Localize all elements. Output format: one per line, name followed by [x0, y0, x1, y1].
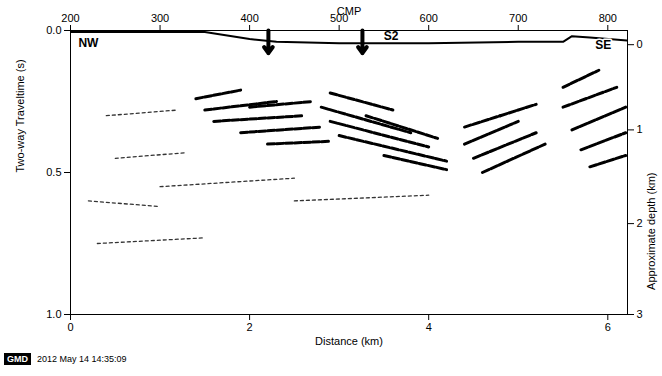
svg-text:Distance (km): Distance (km)	[315, 335, 383, 347]
svg-text:0.0: 0.0	[46, 24, 61, 36]
svg-text:200: 200	[61, 12, 79, 24]
svg-text:Two-way Traveltime (s): Two-way Traveltime (s)	[14, 59, 26, 172]
svg-text:300: 300	[151, 12, 169, 24]
svg-text:2: 2	[637, 217, 643, 229]
svg-text:1.0: 1.0	[46, 308, 61, 320]
svg-text:S2: S2	[384, 29, 399, 43]
svg-text:0: 0	[67, 321, 73, 333]
svg-text:0: 0	[637, 38, 643, 50]
svg-text:500: 500	[330, 11, 349, 24]
svg-text:0.5: 0.5	[46, 166, 61, 178]
svg-text:3: 3	[637, 308, 643, 320]
svg-text:NW: NW	[78, 36, 99, 50]
html-text:GMD: GMD	[7, 354, 28, 364]
svg-text:400: 400	[240, 12, 258, 24]
html-text:2012 May 14 14:35:09: 2012 May 14 14:35:09	[37, 354, 127, 364]
svg-text:CMP: CMP	[337, 5, 361, 17]
svg-text:700: 700	[509, 12, 527, 24]
svg-text:SE: SE	[595, 38, 611, 52]
svg-text:800: 800	[599, 12, 617, 24]
svg-text:1: 1	[637, 123, 643, 135]
svg-text:2: 2	[247, 321, 253, 333]
svg-text:Approximate depth (km): Approximate depth (km)	[645, 173, 657, 290]
svg-text:4: 4	[426, 321, 432, 333]
svg-text:6: 6	[605, 321, 611, 333]
svg-text:600: 600	[420, 12, 438, 24]
